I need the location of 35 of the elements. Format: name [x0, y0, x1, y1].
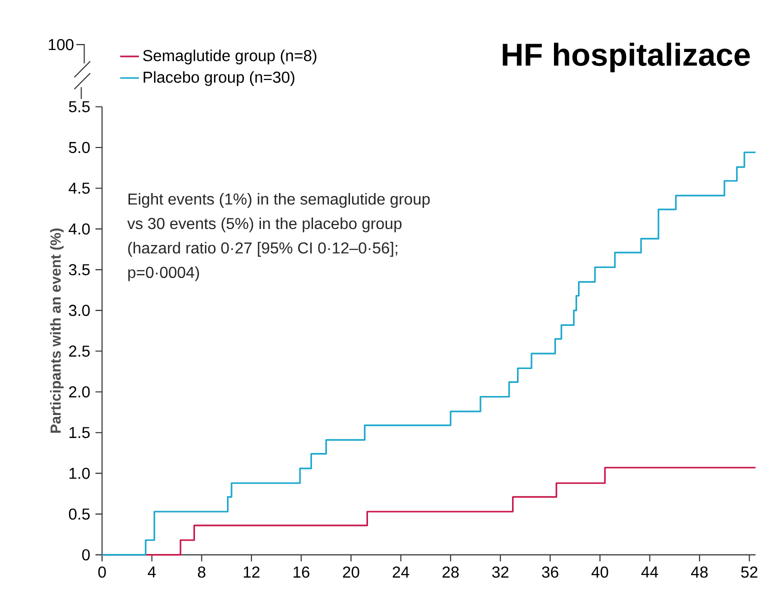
x-tick-label: 52: [741, 566, 758, 578]
x-tick-label: 48: [691, 566, 708, 578]
annotation: Eight events (1%) in the semaglutide group: [128, 193, 430, 208]
y-tick-label: 4.5: [68, 182, 90, 194]
y-tick-label: 3.5: [68, 264, 90, 276]
x-tick-label: 12: [244, 566, 260, 578]
y-tick-label: 3.0: [68, 304, 90, 316]
annotation: (hazard ratio 0·27 [95% CI 0·12–0·56];: [128, 242, 398, 257]
y-tick-label: 0.5: [68, 508, 90, 520]
x-tick-label: 20: [342, 566, 360, 578]
y-tick-label: 2.0: [69, 386, 90, 398]
y-tick-label: 5.0: [68, 142, 90, 154]
y-tick-label: 5.5: [68, 101, 90, 112]
y-tick-label: 1.5: [70, 427, 90, 438]
x-tick-label: 4: [148, 566, 156, 578]
annotation: p=0·0004): [128, 266, 199, 282]
y-tick-label: 2.5: [69, 346, 90, 357]
x-tick-label: 24: [392, 566, 410, 578]
x-tick-label: 40: [592, 566, 608, 578]
x-tick-label: 0: [98, 566, 106, 578]
y-tick-label: 4.0: [68, 224, 90, 235]
y-axis-title: Participants with an event (%): [50, 228, 64, 433]
x-tick-label: 44: [641, 566, 658, 578]
chart-title: HF hospitalizace: [502, 42, 750, 72]
y-tick-label: 0: [82, 549, 90, 561]
x-tick-label: 16: [294, 566, 310, 578]
x-tick-label: 32: [492, 566, 508, 578]
annotation: vs 30 events (5%) in the placebo group: [127, 218, 402, 232]
legend-label: Semaglutide group (n=8): [143, 50, 316, 65]
x-tick-label: 8: [198, 566, 206, 578]
legend-label: Placebo group (n=30): [144, 71, 294, 86]
x-tick-label: 28: [442, 566, 459, 578]
y-tick-label: 1.0: [70, 468, 90, 480]
text: 100: [48, 39, 74, 50]
x-tick-label: 36: [542, 566, 558, 578]
